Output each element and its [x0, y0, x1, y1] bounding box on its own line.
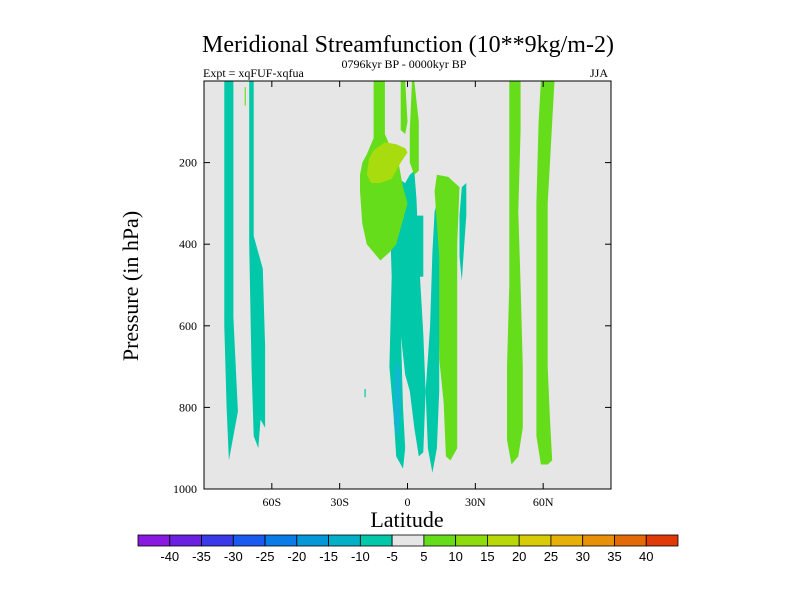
colorbar-swatch-8 — [359, 534, 393, 547]
contour-region-11 — [400, 81, 408, 134]
colorbar-swatch-10 — [423, 534, 457, 547]
y-tick-label: 400 — [179, 237, 197, 251]
colorbar-label: -25 — [256, 549, 275, 564]
x-axis-label: Latitude — [370, 507, 443, 532]
chart-title: Meridional Streamfunction (10**9kg/m-2) — [202, 32, 614, 58]
x-tick-label: 30N — [465, 495, 486, 509]
contour-region-2 — [249, 81, 266, 449]
experiment-label: Expt = xqFUF-xqfua — [203, 66, 304, 80]
x-tick-label: 60N — [533, 495, 554, 509]
colorbar-label: 35 — [607, 549, 621, 564]
x-axis-ticks: 60S 30S 0 30N 60N — [262, 81, 554, 509]
contour-region-7 — [425, 195, 442, 473]
colorbar-label: 5 — [420, 549, 427, 564]
colorbar-label: 25 — [544, 549, 558, 564]
period-label: 0796kyr BP - 0000kyr BP — [342, 57, 467, 71]
colorbar-swatch-1 — [137, 534, 171, 547]
colorbar-label: -5 — [386, 549, 398, 564]
contour-region-5 — [393, 358, 401, 440]
colorbar-label: -30 — [224, 549, 243, 564]
x-tick-label: 0 — [405, 495, 411, 509]
colorbar-swatch-12 — [487, 534, 520, 547]
colorbar-label: -35 — [192, 549, 211, 564]
contour-region-3 — [389, 170, 426, 457]
contour-region-12 — [409, 81, 419, 175]
contour-region-17 — [364, 389, 366, 398]
contour-region-15 — [536, 81, 555, 465]
contour-region-13 — [434, 174, 460, 461]
colorbar-label: 15 — [480, 549, 494, 564]
season-label: JJA — [590, 66, 608, 80]
colorbar-swatch-4 — [232, 534, 266, 547]
y-axis-label: Pressure (in hPa) — [118, 211, 143, 361]
colorbar-swatch-11 — [455, 534, 488, 547]
contour-region-14 — [507, 81, 523, 465]
colorbar-label: -40 — [160, 549, 179, 564]
y-axis-ticks: 200 400 600 800 1000 — [173, 156, 611, 496]
contour-region-8 — [459, 183, 467, 281]
colorbar-label: 30 — [575, 549, 589, 564]
x-tick-label: 30S — [330, 495, 349, 509]
contour-region-16 — [244, 87, 246, 106]
colorbar-swatch-14 — [550, 534, 584, 547]
contour-region-10 — [366, 142, 408, 183]
contour-region-6 — [416, 215, 424, 277]
y-tick-label: 1000 — [173, 482, 197, 496]
x-tick-label: 60S — [262, 495, 281, 509]
colorbar-swatch-16 — [614, 534, 647, 547]
colorbar: -40 -35 -30 -25 -20 -15 -10 -5 5 10 15 20 25 30 35 40 — [137, 534, 679, 564]
colorbar-swatch-7 — [328, 534, 361, 547]
colorbar-swatch-5 — [264, 534, 298, 547]
y-tick-label: 600 — [179, 319, 197, 333]
colorbar-label: -10 — [351, 549, 370, 564]
colorbar-label: 10 — [448, 549, 462, 564]
colorbar-label: -20 — [287, 549, 306, 564]
colorbar-label: 40 — [639, 549, 653, 564]
colorbar-swatch-3 — [201, 534, 234, 547]
colorbar-swatch-17 — [645, 534, 679, 547]
colorbar-swatch-15 — [582, 534, 615, 547]
colorbar-label: 20 — [512, 549, 526, 564]
contour-regions — [224, 81, 555, 473]
contour-region-1 — [224, 81, 238, 461]
y-tick-label: 200 — [179, 156, 197, 170]
colorbar-swatch-2 — [169, 534, 202, 547]
contour-region-4 — [389, 203, 406, 469]
y-tick-label: 800 — [179, 400, 197, 414]
colorbar-swatch-6 — [296, 534, 329, 547]
colorbar-label: -15 — [319, 549, 338, 564]
colorbar-swatch-9 — [391, 534, 425, 547]
colorbar-swatch-13 — [518, 534, 552, 547]
